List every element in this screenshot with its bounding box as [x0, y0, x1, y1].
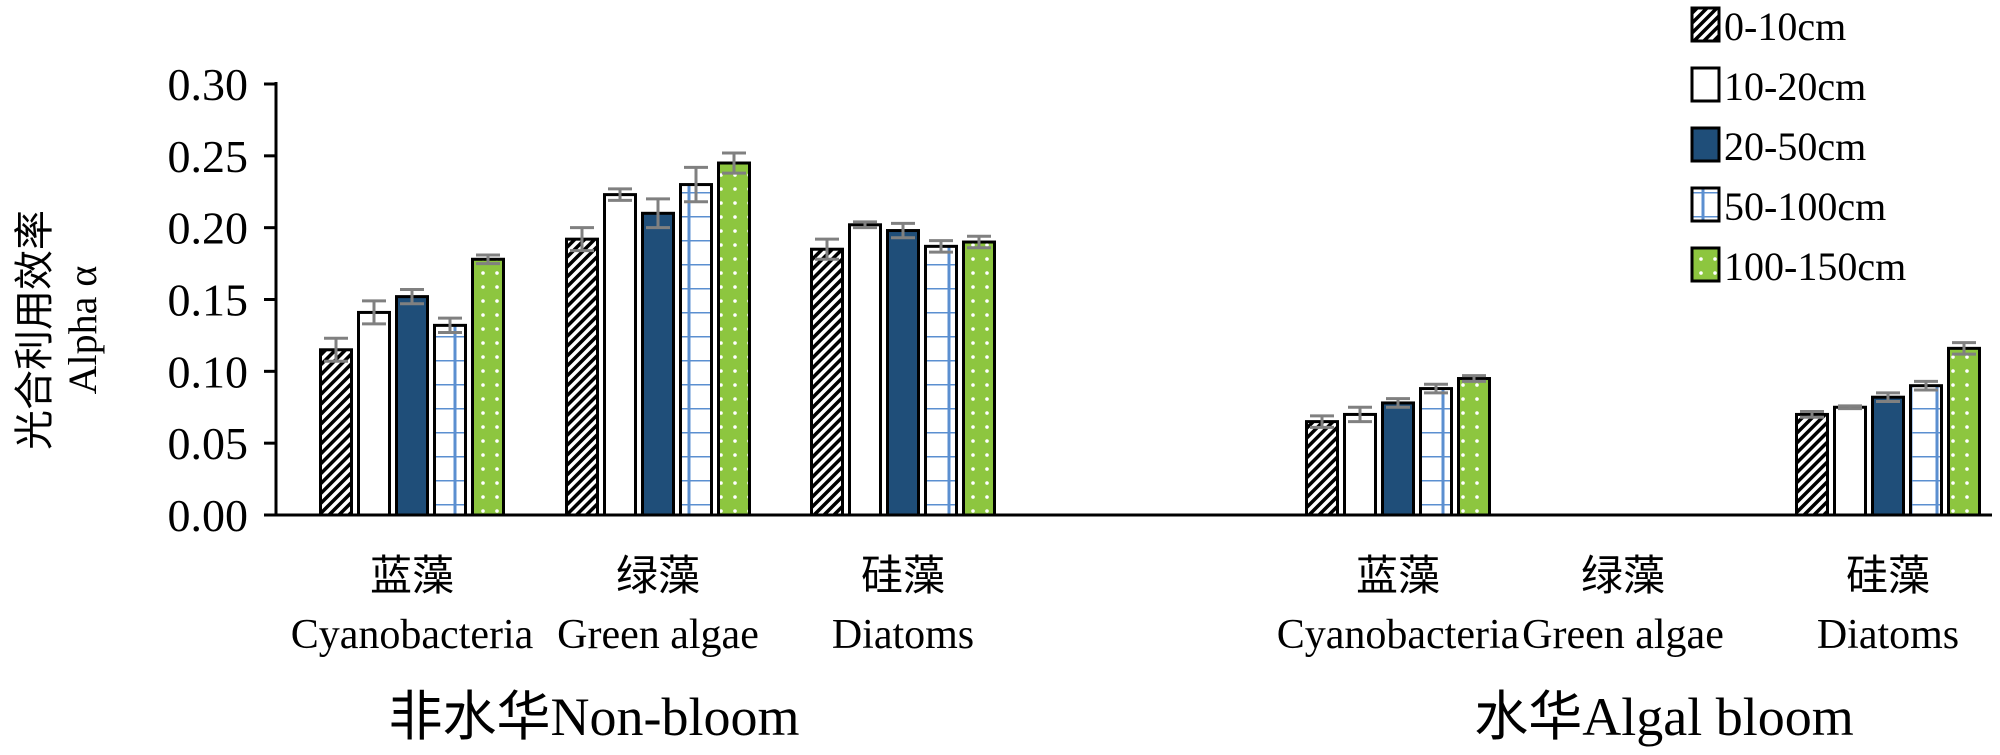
- bar: [1871, 395, 1905, 517]
- bar: [433, 323, 467, 517]
- category-label-cn: 蓝藻: [370, 554, 454, 600]
- y-axis: 0.00 0.05 0.10 0.15 0.20 0.25 0.30: [168, 59, 1992, 541]
- bar: [641, 211, 675, 517]
- category-label-en: Diatoms: [1817, 612, 1959, 658]
- y-tick-label: 0.05: [168, 418, 249, 469]
- bar: [924, 244, 958, 517]
- legend-swatch: [1690, 246, 1721, 283]
- bar: [848, 223, 882, 517]
- category-label-en: Green algae: [1522, 612, 1724, 658]
- bar: [717, 161, 751, 517]
- legend-label: 0-10cm: [1724, 4, 1846, 49]
- y-tick-label: 0.30: [168, 59, 249, 110]
- category-label-en: Diatoms: [832, 612, 974, 658]
- bar: [810, 247, 844, 517]
- y-tick-label: 0.10: [168, 346, 249, 397]
- category-label-cn: 硅藻: [1846, 554, 1930, 600]
- bar: [395, 295, 429, 517]
- legend-swatch: [1690, 126, 1721, 163]
- category-label-cn: 绿藻: [616, 554, 700, 600]
- legend-label: 10-20cm: [1724, 64, 1866, 109]
- y-tick-label: 0.00: [168, 490, 249, 541]
- y-axis-title-en: Alpha α: [60, 266, 105, 395]
- y-tick-label: 0.25: [168, 131, 249, 182]
- legend-swatch: [1690, 66, 1721, 103]
- x-axis-labels: 蓝藻 Cyanobacteria 绿藻 Green algae 硅藻 Diatoms 非水华…: [291, 554, 1959, 747]
- legend-label: 100-150cm: [1724, 244, 1906, 289]
- legend-label: 50-100cm: [1724, 184, 1886, 229]
- y-tick-label: 0.20: [168, 203, 249, 254]
- group-label: 水华Algal bloom: [1474, 687, 1853, 747]
- legend-label: 20-50cm: [1724, 124, 1866, 169]
- bar: [679, 183, 713, 517]
- bar: [471, 257, 505, 517]
- group-label: 非水华Non-bloom: [389, 687, 800, 747]
- bar: [1419, 387, 1453, 517]
- bar: [319, 348, 353, 517]
- bar: [1795, 412, 1829, 517]
- bar: [1909, 384, 1943, 517]
- y-tick-label: 0.15: [168, 275, 249, 326]
- category-label-en: Cyanobacteria: [1277, 612, 1520, 658]
- y-axis-title: 光合利用效率 Alpha α: [12, 210, 105, 450]
- category-label-cn: 蓝藻: [1356, 554, 1440, 600]
- legend-swatch: [1690, 186, 1721, 223]
- legend: 0-10cm 10-20cm 20-50cm 50-100cm 100-150cm: [1690, 4, 1906, 289]
- category-label-cn: 硅藻: [861, 554, 945, 600]
- category-label-en: Cyanobacteria: [291, 612, 534, 658]
- bar: [1833, 405, 1867, 517]
- bar: [357, 310, 391, 517]
- bar: [886, 229, 920, 517]
- bar: [565, 237, 599, 517]
- bar: [1457, 377, 1491, 517]
- bar: [962, 240, 996, 517]
- category-label-cn: 绿藻: [1581, 554, 1665, 600]
- bar: [1305, 420, 1339, 517]
- category-label-en: Green algae: [557, 612, 759, 658]
- bar: [1381, 401, 1415, 517]
- bar: [1343, 412, 1377, 517]
- y-axis-title-cn: 光合利用效率: [12, 210, 57, 450]
- bar: [1947, 346, 1981, 517]
- bars-layer: [319, 151, 1981, 517]
- bar: [603, 193, 637, 517]
- legend-swatch: [1690, 6, 1721, 43]
